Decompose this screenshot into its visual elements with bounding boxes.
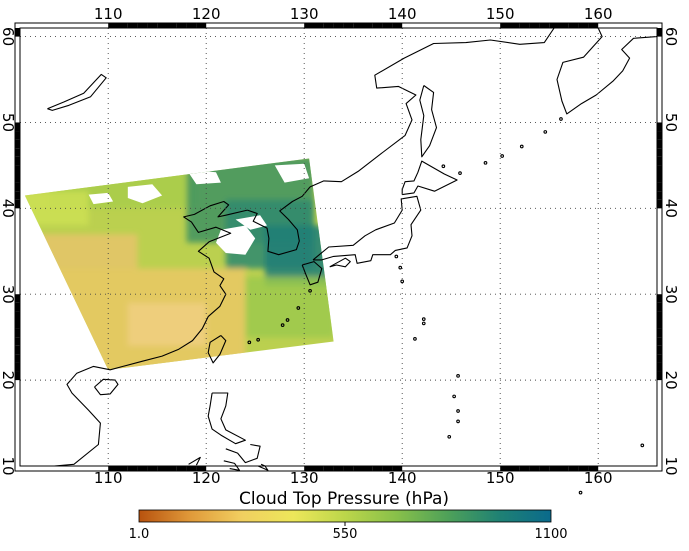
island [456, 373, 460, 378]
lon-tick-label-bottom: 130 [290, 469, 319, 487]
lat-tick-label-right: 60 [662, 27, 680, 46]
swath-patch [245, 277, 334, 338]
no-data-area [127, 184, 163, 204]
lat-tick-label-left: 10 [0, 456, 17, 475]
island [452, 394, 456, 399]
no-data-area [235, 215, 267, 230]
lat-tick-label-left: 20 [0, 371, 17, 390]
island [280, 323, 285, 328]
island [456, 409, 460, 413]
lon-tick-label-top: 150 [486, 5, 515, 23]
colorbar-min-label: 1.0 [129, 527, 150, 542]
island [400, 279, 405, 284]
island [413, 337, 417, 341]
no-data-area [216, 225, 256, 255]
lon-tick-label-bottom: 150 [486, 469, 515, 487]
coastline-segment [401, 160, 458, 196]
island [500, 154, 505, 158]
coastline-segment [247, 186, 311, 256]
coastline-segment [312, 195, 422, 264]
coastline-segment [309, 27, 555, 188]
island [640, 443, 645, 448]
island [394, 254, 399, 259]
coastline-segment [94, 378, 119, 396]
island [483, 160, 488, 165]
lon-tick-label-bottom: 160 [584, 469, 613, 487]
coastline-segment [47, 73, 107, 111]
island [441, 164, 446, 169]
lat-tick-label-left: 30 [0, 285, 17, 304]
island [543, 130, 548, 134]
coastlines [47, 27, 658, 495]
lat-tick-label-right: 50 [662, 113, 680, 132]
coastline-segment [419, 85, 438, 158]
no-data-area [88, 192, 114, 205]
island [578, 490, 583, 495]
island [447, 434, 452, 439]
island [559, 117, 563, 121]
coastline-segment [329, 257, 351, 268]
lat-tick-label-right: 30 [662, 285, 680, 304]
no-data-area [186, 169, 221, 185]
island [256, 337, 260, 342]
island [247, 340, 252, 345]
colorbar-title: Cloud Top Pressure (hPa) [239, 489, 449, 509]
lon-tick-label-top: 120 [192, 5, 221, 23]
island [296, 306, 301, 310]
map-frame [14, 22, 663, 472]
island [456, 419, 460, 424]
lat-tick-label-left: 60 [0, 27, 17, 46]
lat-tick-label-right: 20 [662, 371, 680, 390]
lat-tick-label-left: 50 [0, 113, 17, 132]
island [458, 171, 462, 175]
coastline-segment [301, 261, 323, 286]
lon-tick-label-bottom: 110 [94, 469, 123, 487]
lon-tick-label-top: 140 [388, 5, 417, 23]
island [398, 265, 403, 270]
lon-tick-label-top: 160 [584, 5, 613, 23]
island [308, 288, 312, 293]
colorbar-mid-label: 550 [333, 527, 358, 542]
lon-tick-label-top: 130 [290, 5, 319, 23]
lat-tick-label-left: 40 [0, 199, 17, 218]
coastline-segment [225, 443, 261, 464]
lon-tick-label-top: 110 [94, 5, 123, 23]
lat-tick-label-right: 40 [662, 199, 680, 218]
coastline-segment [207, 335, 227, 364]
coastline-segment [188, 456, 201, 466]
colorbar [138, 509, 552, 523]
coastline-segment [257, 463, 269, 471]
island [421, 317, 426, 321]
swath-patch [127, 302, 207, 346]
no-data-area [274, 163, 310, 183]
tick-labels: 110 110 120 120 130 130 140 140 150 150 160 160 10 10… [0, 5, 680, 487]
island [285, 318, 290, 322]
coastline-segment [223, 460, 241, 471]
lon-tick-label-bottom: 140 [388, 469, 417, 487]
colorbar-max-label: 1100 [534, 527, 567, 542]
island [421, 321, 426, 326]
coastline-segment [207, 392, 246, 445]
island [519, 144, 524, 149]
lon-tick-label-bottom: 120 [192, 469, 221, 487]
lat-tick-label-right: 10 [662, 456, 680, 475]
coastline-segment [556, 27, 658, 115]
